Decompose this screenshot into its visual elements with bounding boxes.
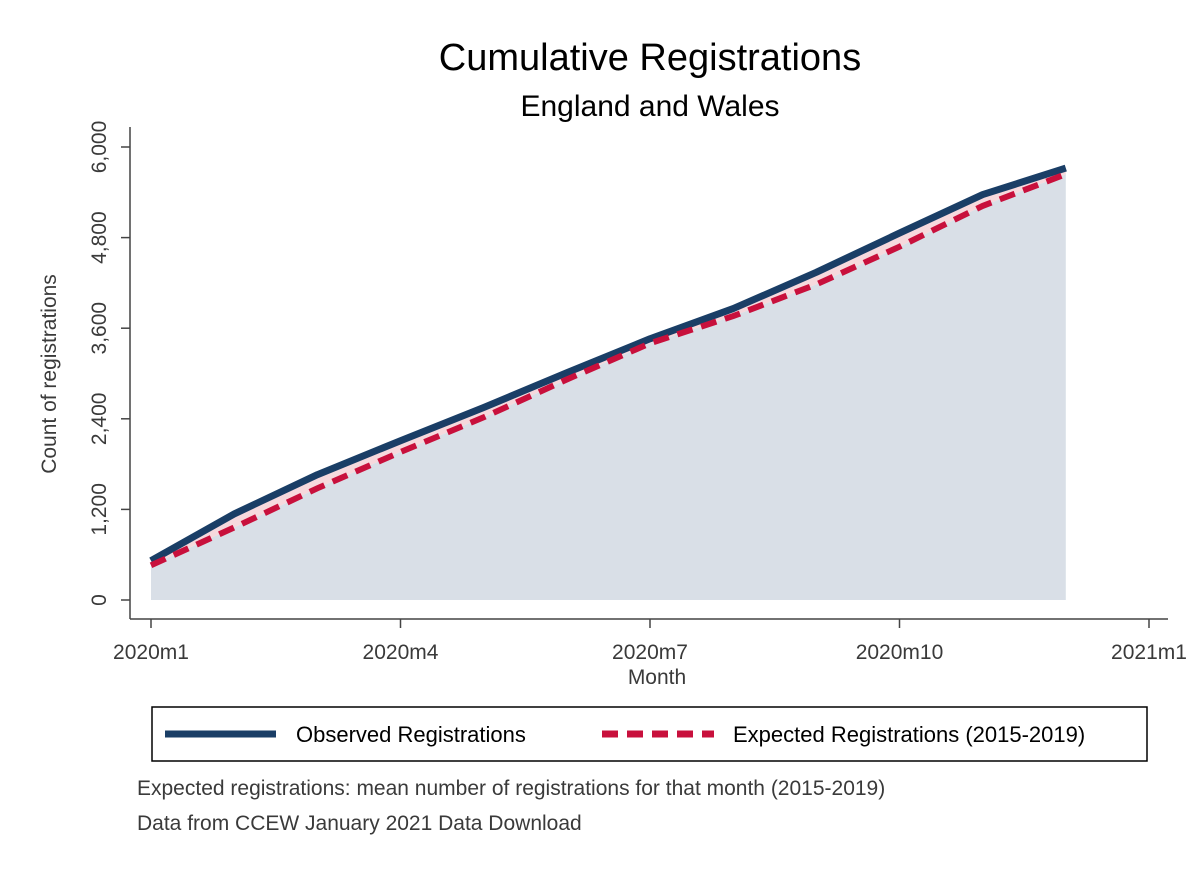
expected-series-line (149, 171, 1067, 569)
y-tick-label: 4,800 (88, 211, 111, 264)
x-tick-label: 2021m1 (1111, 641, 1187, 664)
observed-series-line (149, 164, 1067, 564)
plot-area (151, 168, 1066, 600)
x-tick-label: 2020m10 (856, 641, 944, 664)
legend-expected-label: Expected Registrations (2015-2019) (733, 722, 1085, 747)
footnote-expected-definition: Expected registrations: mean number of r… (137, 777, 886, 800)
y-tick-label: 1,200 (88, 483, 111, 536)
legend-box (151, 706, 1148, 762)
observed-expected-gap-fill (151, 168, 1066, 566)
x-tick-label: 2020m1 (113, 641, 189, 664)
legend-observed-label: Observed Registrations (296, 722, 526, 747)
y-tick-label: 6,000 (88, 121, 111, 174)
footnote-data-source: Data from CCEW January 2021 Data Downloa… (137, 812, 582, 835)
series-lines (149, 164, 1067, 569)
y-axis-title: Count of registrations (38, 274, 61, 474)
y-tick-label: 2,400 (88, 393, 111, 446)
x-tick-label: 2020m7 (612, 641, 688, 664)
chart-title: Cumulative Registrations (439, 37, 861, 79)
y-tick-label: 0 (88, 594, 111, 606)
chart-subtitle: England and Wales (520, 90, 779, 123)
y-tick-label: 3,600 (88, 302, 111, 355)
expected-area-fill (151, 174, 1066, 600)
x-tick-label: 2020m4 (363, 641, 439, 664)
legend: Observed Registrations Expected Registra… (151, 706, 1148, 762)
y-ticks: 0 1,200 2,400 3,600 4,800 6,000 (88, 121, 130, 606)
x-axis-title: Month (628, 666, 686, 689)
x-ticks: 2020m1 2020m4 2020m7 2020m10 2021m1 (113, 619, 1187, 664)
